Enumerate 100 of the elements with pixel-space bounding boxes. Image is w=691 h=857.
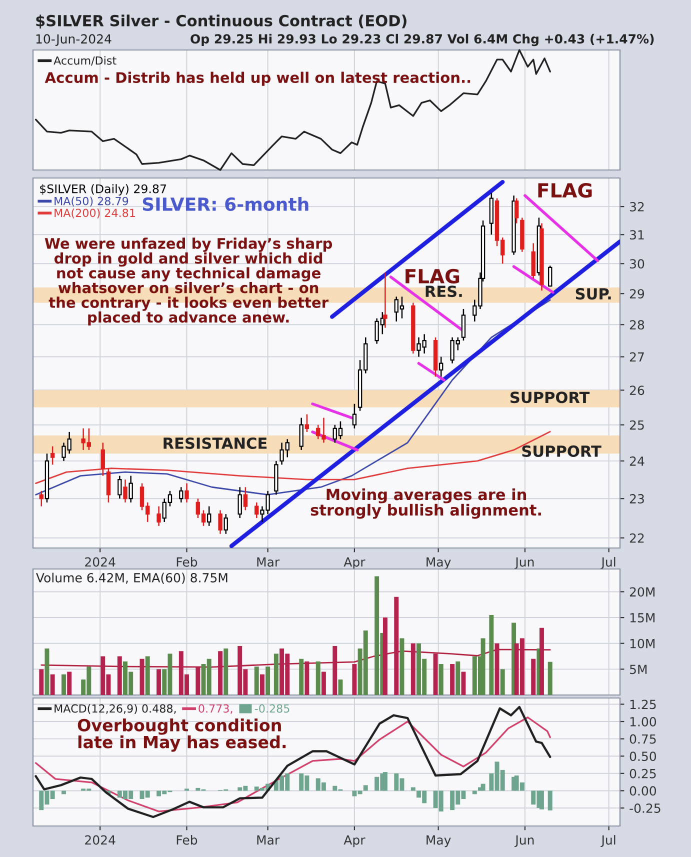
candlestick — [224, 513, 228, 535]
candlestick — [439, 356, 444, 378]
bar — [548, 662, 552, 695]
x-tick-label: Feb — [176, 557, 198, 567]
bar — [363, 785, 368, 791]
y-tick-label: 5M — [630, 664, 647, 674]
y-tick-label: 24 — [630, 456, 644, 466]
y-tick-label: 10M — [630, 638, 654, 648]
bar — [539, 790, 544, 810]
bar — [531, 790, 536, 805]
bar — [62, 790, 66, 794]
bar — [456, 661, 460, 695]
y-tick-label: 31 — [630, 230, 644, 240]
bar — [548, 790, 552, 810]
x-tick-label: Apr — [344, 557, 366, 570]
x-tick-label: Jul — [600, 835, 616, 848]
bar — [316, 661, 320, 695]
y-tick-label: 22 — [630, 533, 644, 543]
bar — [489, 614, 494, 695]
y-tick-label: 26 — [630, 386, 644, 396]
bar — [67, 672, 72, 695]
candlestick — [461, 308, 466, 342]
bar — [400, 638, 404, 695]
chart-title: Volume 6.42M, EMA(60) 8.75M — [36, 572, 228, 584]
bar — [260, 674, 264, 695]
candlestick — [39, 490, 44, 507]
x-tick-label: 2024 — [85, 835, 116, 845]
bar — [224, 648, 228, 695]
bar — [438, 664, 444, 695]
x-tick-label: May — [426, 835, 451, 848]
bar — [274, 654, 278, 695]
bar — [480, 638, 486, 695]
bar — [254, 666, 259, 695]
bar — [321, 672, 326, 695]
bar — [117, 656, 122, 695]
candlestick — [352, 403, 357, 430]
candlestick — [207, 506, 212, 527]
band-label: RESISTANCE — [164, 437, 267, 449]
chart-subtitle: 10-Jun-2024 — [36, 34, 112, 46]
legend-label: Accum/Dist — [54, 56, 116, 66]
x-tick-label: May — [426, 557, 451, 570]
annotation: We were unfazed by Friday’s sharp drop in gold and silver which did not cause any technical damage whatsover on silver’s chart - on the contrary - it looks even better placed to advance anew. — [44, 238, 332, 326]
annotation: Accum - Distrib has held up well on latest reaction.. — [44, 72, 470, 86]
annotation: Moving averages are in strongly bullish alignment. — [310, 488, 541, 519]
y-tick-label: 29 — [630, 289, 644, 299]
candlestick — [304, 414, 310, 433]
bar — [44, 648, 50, 695]
candlestick — [156, 506, 161, 527]
y-tick-label: 1.25 — [630, 700, 656, 710]
candlestick — [123, 478, 128, 504]
line-series — [34, 716, 551, 812]
candlestick — [299, 417, 304, 451]
y-tick-label: 25 — [630, 420, 644, 430]
annotation: FLAG — [406, 268, 460, 284]
candlestick — [238, 486, 242, 519]
x-tick-label: Jun — [514, 835, 534, 848]
bar — [461, 672, 466, 695]
bar — [480, 784, 486, 791]
y-tick-label: 28 — [630, 320, 644, 330]
candlestick — [218, 510, 222, 535]
candlestick — [100, 442, 105, 476]
bar — [472, 790, 477, 794]
bar — [433, 654, 438, 695]
y-tick-label: 0.00 — [630, 786, 656, 796]
bar — [299, 658, 304, 695]
annotation: SILVER: 6-month — [142, 197, 308, 211]
x-tick-label: Jun — [514, 557, 534, 570]
legend-label: 0.773, — [198, 704, 232, 714]
x-tick-label: Mar — [257, 835, 280, 845]
y-tick-label: 1.00 — [630, 716, 656, 726]
x-tick-label: Apr — [344, 835, 366, 848]
band-label: SUPPORT — [510, 392, 590, 404]
candlestick — [254, 502, 259, 519]
bar — [39, 669, 44, 695]
chart-title: $SILVER Silver - Continuous Contract (EOD) — [36, 14, 406, 28]
annotation: SUPPORT — [522, 445, 602, 457]
y-tick-label: -0.25 — [630, 803, 660, 813]
y-tick-label: 30 — [630, 259, 644, 269]
bar — [382, 772, 388, 791]
legend-label: MA(200) 24.81 — [54, 208, 135, 218]
candlestick — [179, 486, 184, 504]
bar — [374, 576, 380, 695]
y-tick-label: 0.25 — [630, 768, 656, 778]
legend-title: $SILVER (Daily) 29.87 — [40, 184, 166, 196]
bar — [196, 666, 200, 695]
candlestick — [184, 482, 189, 504]
y-tick-label: 15M — [630, 613, 654, 622]
x-tick-label: Feb — [176, 835, 198, 845]
bar — [394, 596, 399, 695]
y-tick-label: 32 — [630, 202, 644, 212]
annotation: RES. — [426, 286, 462, 298]
bar — [50, 674, 55, 695]
text: Op 29.25 Hi 29.93 Lo 29.23 Cl 29.87 Vol 6.4M Chg +0.43 (+1.47%) — [190, 34, 654, 46]
candlestick — [243, 486, 248, 511]
x-tick-label: Mar — [257, 557, 280, 567]
bar — [332, 646, 338, 695]
x-tick-label: 2024 — [85, 557, 116, 567]
bar — [338, 680, 343, 695]
bar — [539, 628, 544, 695]
bar — [266, 666, 270, 695]
